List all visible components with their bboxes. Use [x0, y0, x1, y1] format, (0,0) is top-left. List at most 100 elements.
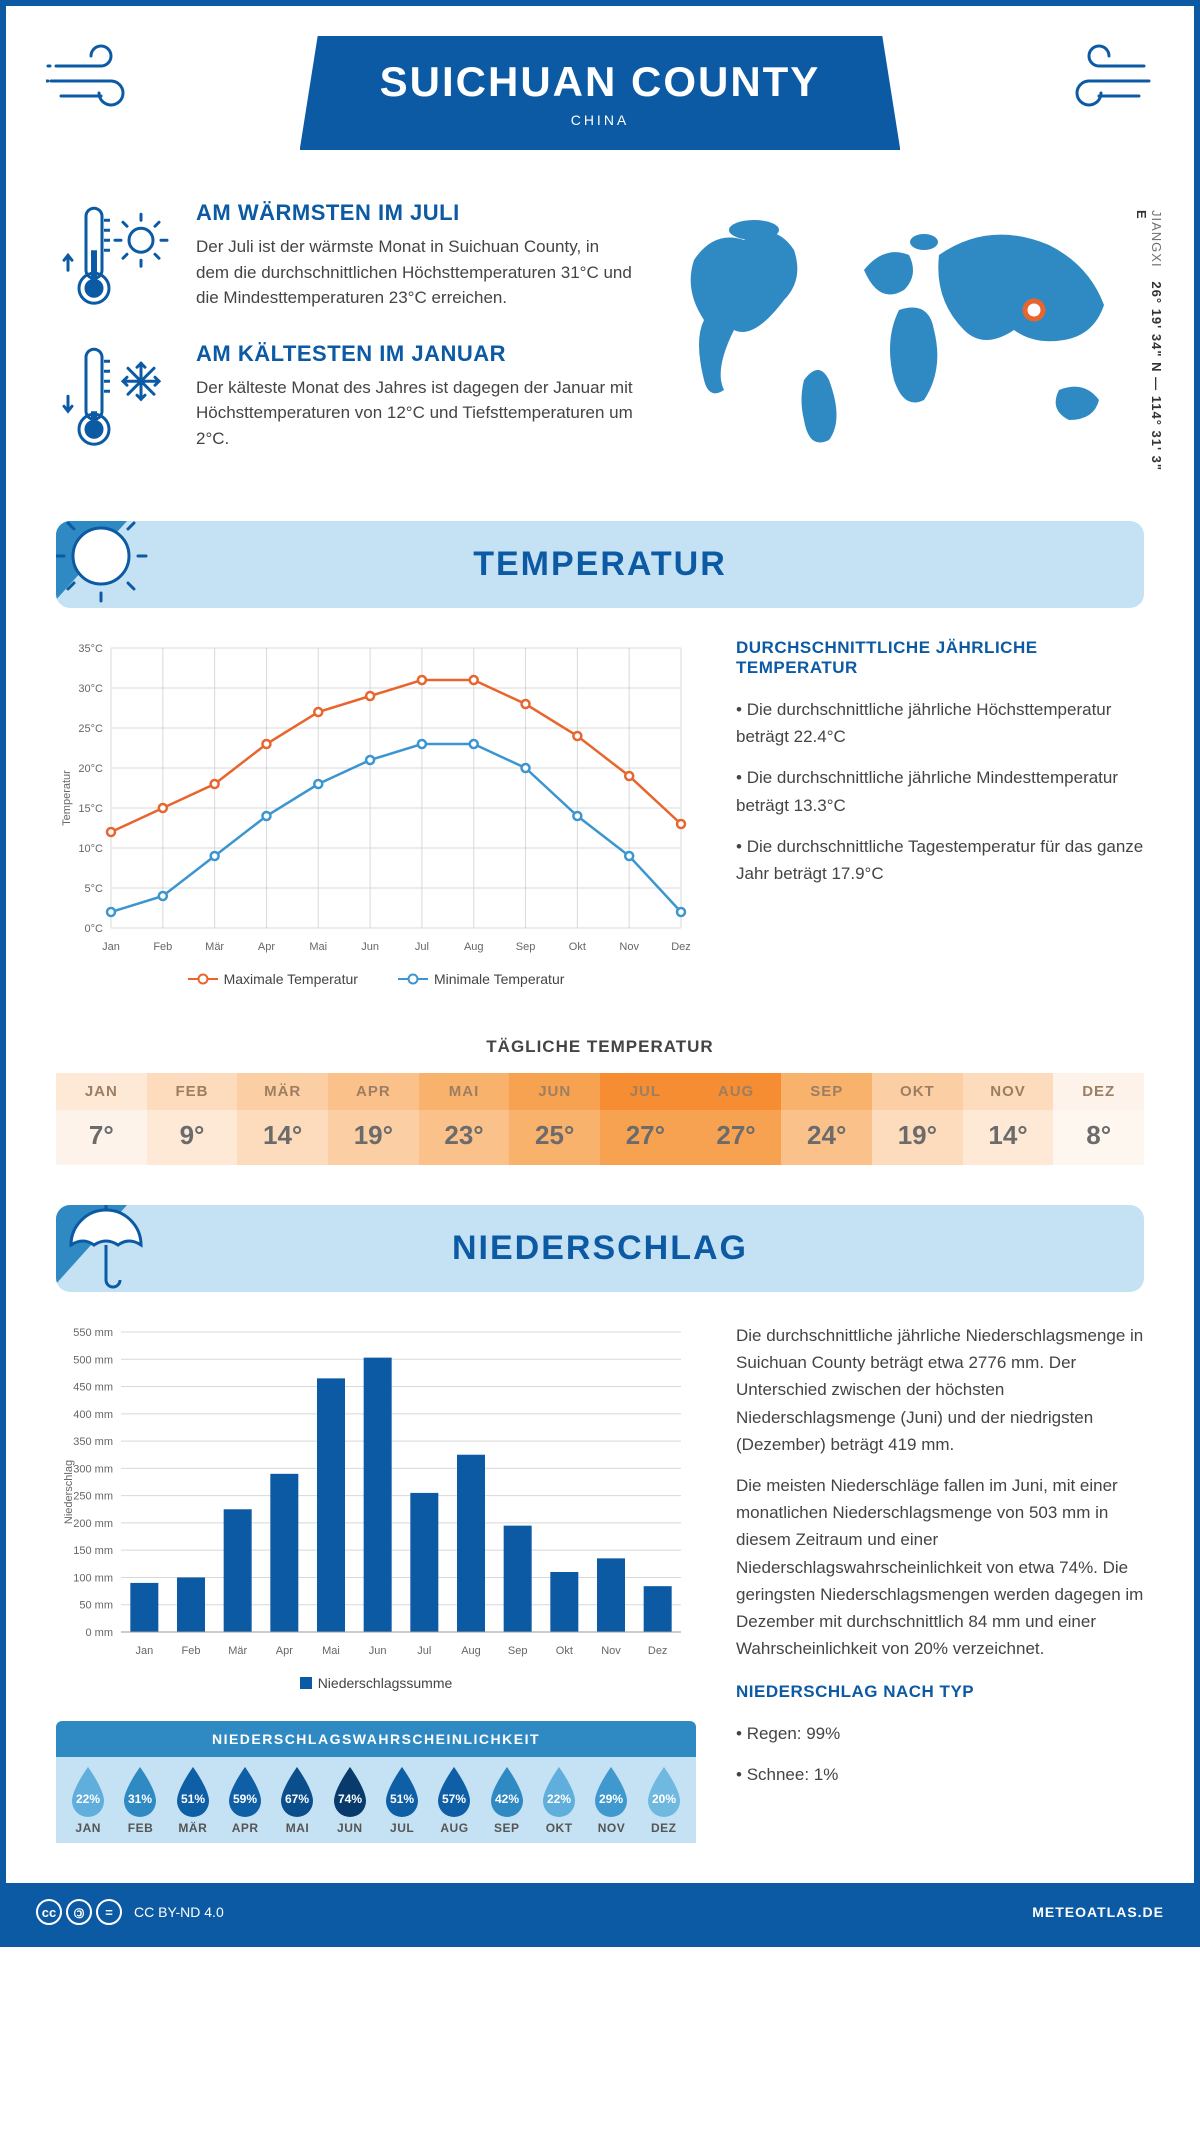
- umbrella-icon: [56, 1205, 176, 1292]
- precip-type-bullets: Regen: 99%Schnee: 1%: [736, 1720, 1144, 1788]
- svg-text:500 mm: 500 mm: [73, 1354, 113, 1366]
- svg-text:42%: 42%: [495, 1792, 519, 1806]
- precip-para-1: Die durchschnittliche jährliche Niedersc…: [736, 1322, 1144, 1458]
- probability-cell: 59% APR: [219, 1765, 271, 1835]
- daily-temp-cell: NOV 14°: [963, 1073, 1054, 1165]
- annual-temp-bullet: Die durchschnittliche jährliche Höchstte…: [736, 696, 1144, 750]
- annual-temp-title: DURCHSCHNITTLICHE JÄHRLICHE TEMPERATUR: [736, 638, 1144, 678]
- daily-temp-cell: MAI 23°: [419, 1073, 510, 1165]
- daily-temp-cell: FEB 9°: [147, 1073, 238, 1165]
- svg-text:Jan: Jan: [102, 941, 120, 953]
- temperature-title: TEMPERATUR: [76, 545, 1124, 584]
- coldest-title: AM KÄLTESTEN IM JANUAR: [196, 341, 634, 367]
- svg-text:Feb: Feb: [182, 1645, 201, 1657]
- svg-text:Mai: Mai: [322, 1645, 340, 1657]
- precip-para-2: Die meisten Niederschläge fallen im Juni…: [736, 1472, 1144, 1662]
- precip-type-bullet: Regen: 99%: [736, 1720, 1144, 1747]
- svg-text:Aug: Aug: [461, 1645, 481, 1657]
- svg-text:150 mm: 150 mm: [73, 1545, 113, 1557]
- probability-cell: 67% MAI: [271, 1765, 323, 1835]
- annual-temp-bullet: Die durchschnittliche Tagestemperatur fü…: [736, 833, 1144, 887]
- daily-temp-cell: APR 19°: [328, 1073, 419, 1165]
- coldest-text: Der kälteste Monat des Jahres ist dagege…: [196, 375, 634, 452]
- daily-temp-title: TÄGLICHE TEMPERATUR: [6, 1037, 1194, 1057]
- location-marker: [1025, 301, 1043, 319]
- svg-text:30°C: 30°C: [78, 683, 103, 695]
- world-map: [664, 200, 1144, 460]
- temperature-line-chart: 0°C5°C10°C15°C20°C25°C30°C35°CJanFebMärA…: [56, 638, 696, 958]
- svg-text:0°C: 0°C: [85, 923, 104, 935]
- sun-icon: [56, 521, 176, 608]
- svg-text:51%: 51%: [390, 1792, 414, 1806]
- daily-temp-cell: OKT 19°: [872, 1073, 963, 1165]
- thermometer-hot-icon: [56, 200, 176, 311]
- daily-temp-cell: JUN 25°: [509, 1073, 600, 1165]
- probability-cell: 22% OKT: [533, 1765, 585, 1835]
- svg-text:59%: 59%: [233, 1792, 257, 1806]
- svg-text:Sep: Sep: [508, 1645, 528, 1657]
- precipitation-title: NIEDERSCHLAG: [76, 1229, 1124, 1268]
- footer: cc 🄯 = CC BY-ND 4.0 METEOATLAS.DE: [6, 1883, 1194, 1941]
- svg-text:Apr: Apr: [276, 1645, 293, 1657]
- svg-text:Nov: Nov: [619, 941, 639, 953]
- svg-text:Nov: Nov: [601, 1645, 621, 1657]
- legend-precip: Niederschlagssumme: [300, 1675, 453, 1691]
- svg-text:450 mm: 450 mm: [73, 1382, 113, 1394]
- svg-text:31%: 31%: [128, 1792, 152, 1806]
- probability-cell: 51% MÄR: [167, 1765, 219, 1835]
- temperature-body: 0°C5°C10°C15°C20°C25°C30°C35°CJanFebMärA…: [6, 608, 1194, 1027]
- svg-text:100 mm: 100 mm: [73, 1572, 113, 1584]
- probability-cell: 29% NOV: [585, 1765, 637, 1835]
- wind-icon-left: [46, 36, 156, 126]
- svg-text:350 mm: 350 mm: [73, 1436, 113, 1448]
- probability-cell: 51% JUL: [376, 1765, 428, 1835]
- daily-temp-cell: MÄR 14°: [237, 1073, 328, 1165]
- svg-text:22%: 22%: [76, 1792, 100, 1806]
- precipitation-body: 0 mm 50 mm 100 mm 150 mm 200 mm 250 mm 300 mm 3…: [6, 1292, 1194, 1883]
- page-title: SUICHUAN COUNTY: [380, 58, 821, 106]
- svg-text:50 mm: 50 mm: [79, 1600, 113, 1612]
- svg-text:Jun: Jun: [361, 941, 379, 953]
- svg-text:Dez: Dez: [648, 1645, 668, 1657]
- header: SUICHUAN COUNTY CHINA: [6, 6, 1194, 170]
- svg-text:Mär: Mär: [205, 941, 224, 953]
- svg-text:0 mm: 0 mm: [86, 1627, 114, 1639]
- probability-box: NIEDERSCHLAGSWAHRSCHEINLICHKEIT 22% JAN …: [56, 1721, 696, 1843]
- wind-icon-right: [1044, 36, 1154, 126]
- svg-text:300 mm: 300 mm: [73, 1463, 113, 1475]
- svg-text:Jul: Jul: [417, 1645, 431, 1657]
- svg-text:25°C: 25°C: [78, 723, 103, 735]
- svg-text:Jul: Jul: [415, 941, 429, 953]
- infographic-frame: SUICHUAN COUNTY CHINA: [0, 0, 1200, 1947]
- svg-text:Okt: Okt: [569, 941, 586, 953]
- daily-temp-cell: AUG 27°: [691, 1073, 782, 1165]
- svg-text:15°C: 15°C: [78, 803, 103, 815]
- svg-text:67%: 67%: [285, 1792, 309, 1806]
- svg-text:250 mm: 250 mm: [73, 1491, 113, 1503]
- svg-text:550 mm: 550 mm: [73, 1327, 113, 1339]
- license-text: CC BY-ND 4.0: [134, 1904, 224, 1920]
- probability-cell: 22% JAN: [62, 1765, 114, 1835]
- svg-text:400 mm: 400 mm: [73, 1409, 113, 1421]
- svg-text:57%: 57%: [442, 1792, 466, 1806]
- thermometer-cold-icon: [56, 341, 176, 452]
- title-banner: SUICHUAN COUNTY CHINA: [300, 36, 901, 150]
- precip-type-title: NIEDERSCHLAG NACH TYP: [736, 1682, 1144, 1702]
- svg-text:20°C: 20°C: [78, 763, 103, 775]
- svg-text:Okt: Okt: [556, 1645, 573, 1657]
- svg-text:Niederschlag: Niederschlag: [63, 1460, 75, 1524]
- svg-text:51%: 51%: [181, 1792, 205, 1806]
- warmest-block: AM WÄRMSTEN IM JULI Der Juli ist der wär…: [56, 200, 634, 311]
- svg-text:Jan: Jan: [135, 1645, 153, 1657]
- cc-icons: cc 🄯 =: [36, 1899, 122, 1925]
- daily-temp-cell: JAN 7°: [56, 1073, 147, 1165]
- annual-temp-bullets: Die durchschnittliche jährliche Höchstte…: [736, 696, 1144, 887]
- svg-text:Feb: Feb: [153, 941, 172, 953]
- svg-text:Sep: Sep: [516, 941, 536, 953]
- daily-temp-cell: SEP 24°: [781, 1073, 872, 1165]
- precipitation-bar-chart: 0 mm 50 mm 100 mm 150 mm 200 mm 250 mm 300 mm 3…: [56, 1322, 696, 1662]
- probability-cell: 42% SEP: [481, 1765, 533, 1835]
- svg-text:74%: 74%: [338, 1792, 362, 1806]
- svg-text:200 mm: 200 mm: [73, 1518, 113, 1530]
- svg-text:Aug: Aug: [464, 941, 484, 953]
